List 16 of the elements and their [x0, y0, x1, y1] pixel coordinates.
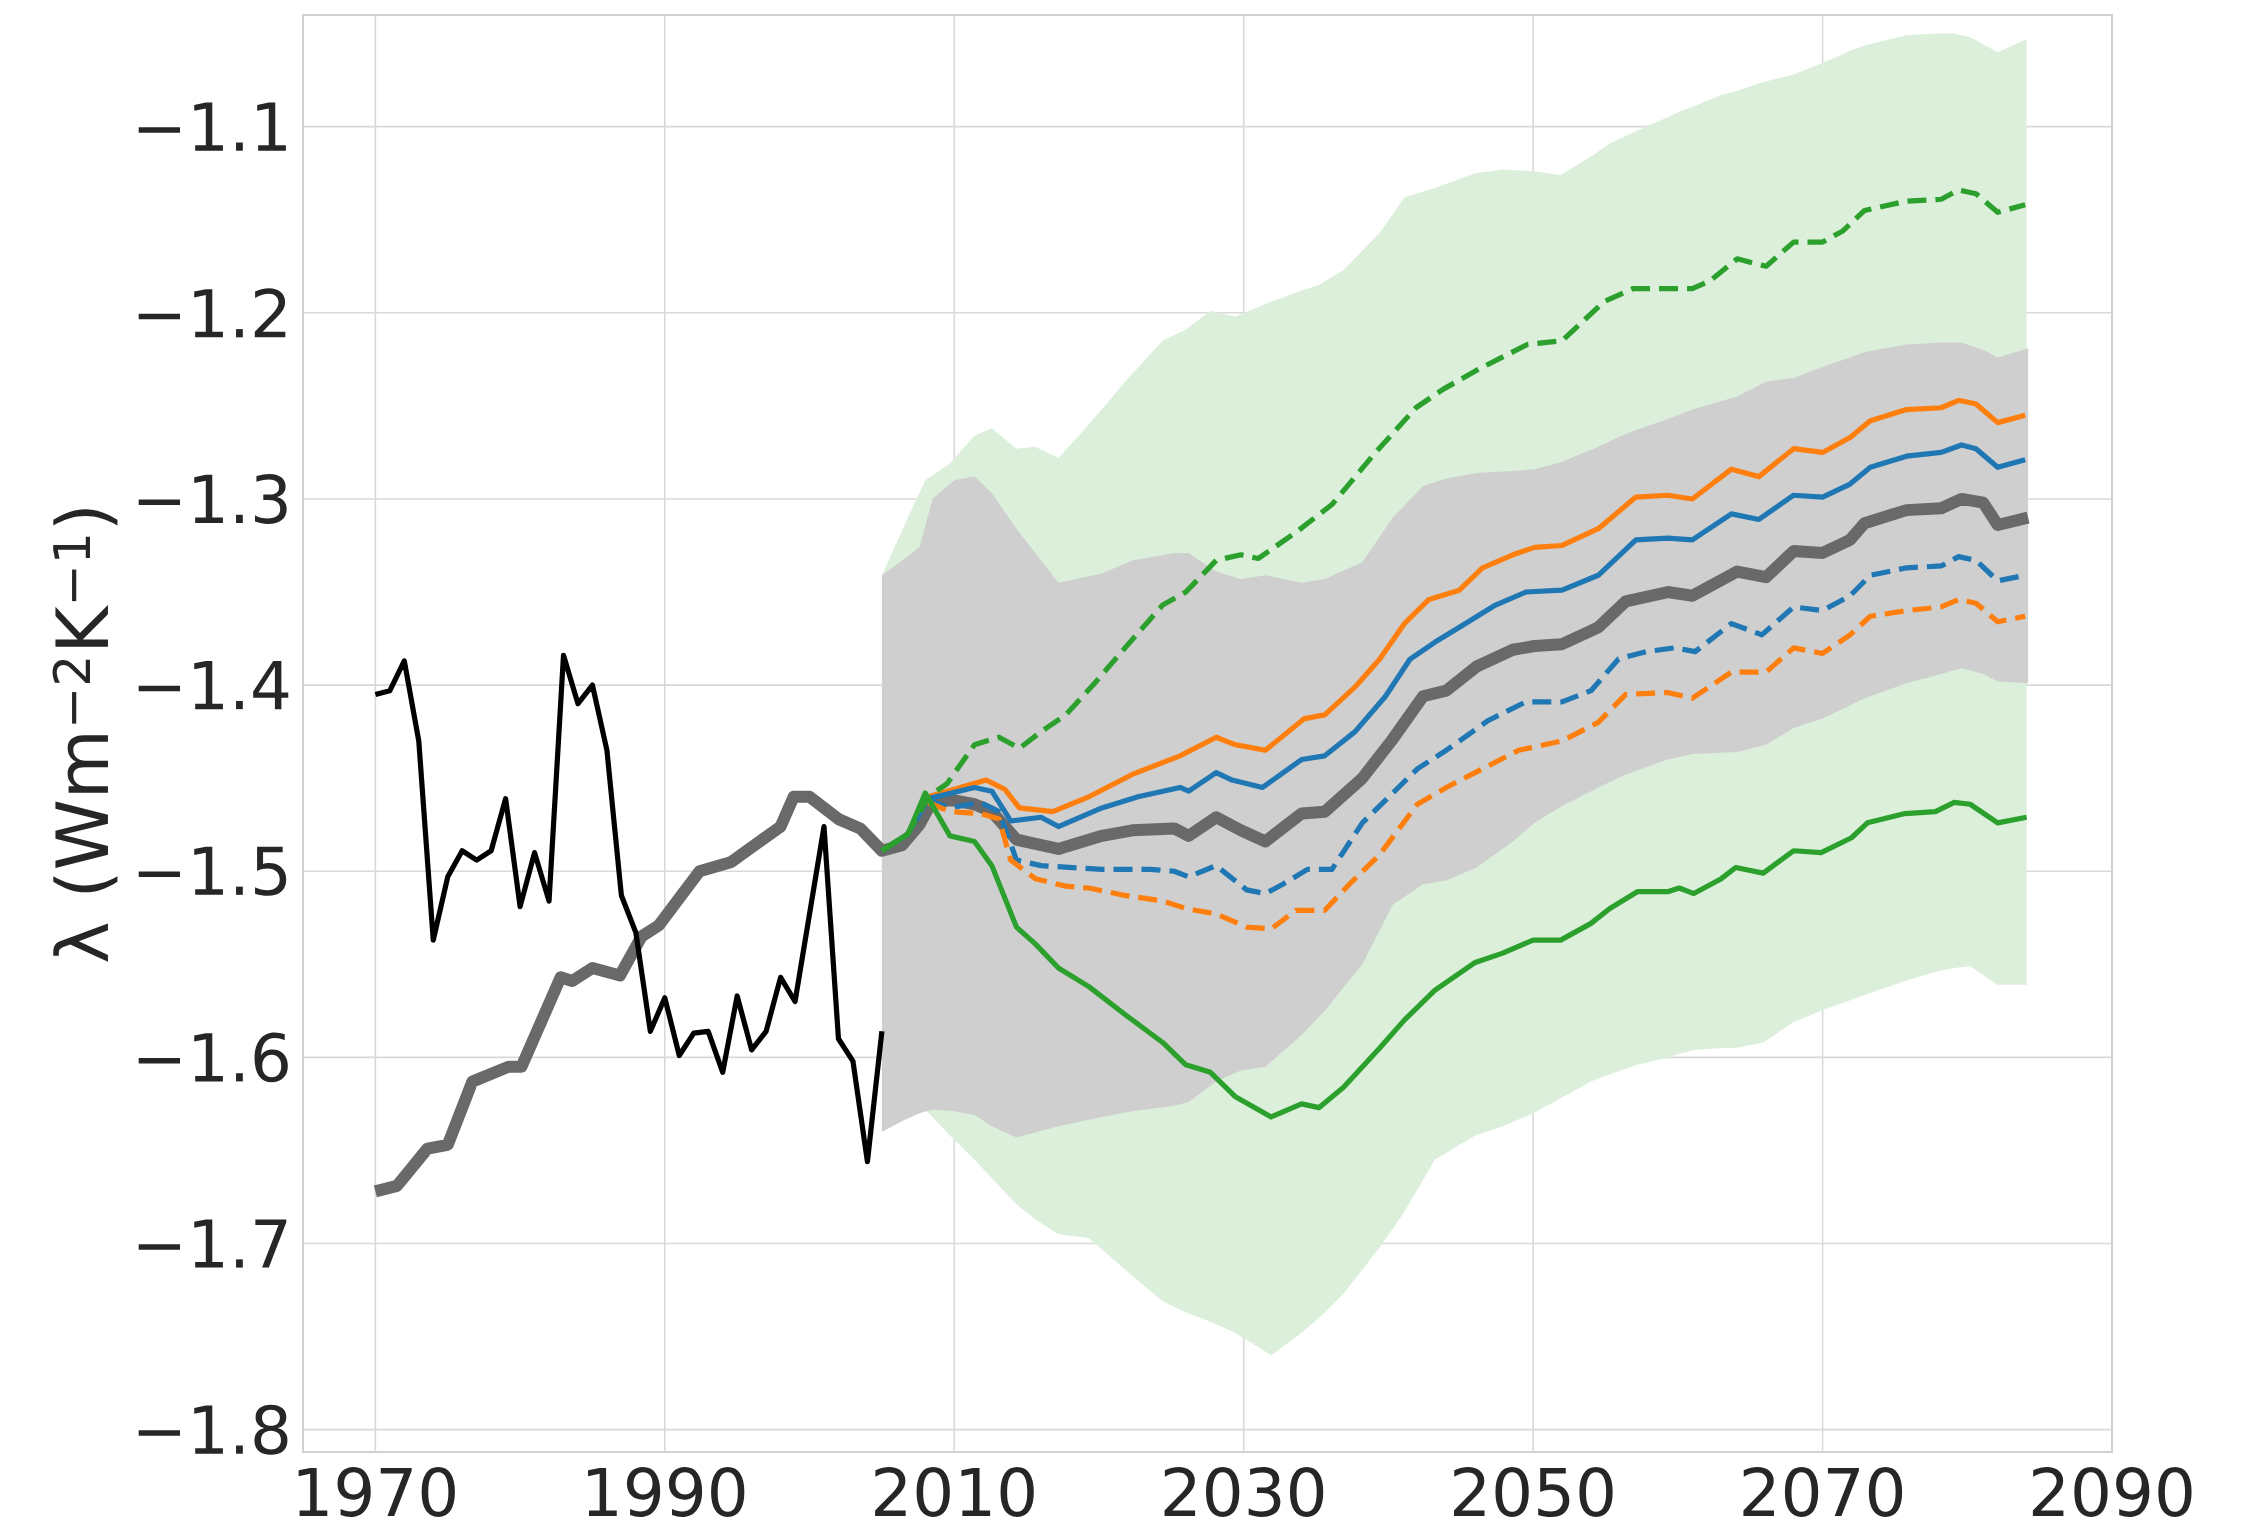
- x-tick-label: 1990: [588, 1467, 745, 1517]
- y-tick-label: −1.2: [138, 288, 286, 338]
- y-tick-label: −1.7: [138, 1219, 287, 1268]
- y-tick-label: −1.8: [138, 1404, 288, 1455]
- x-tick-label: 2050: [1454, 1467, 1613, 1517]
- y-tick-label: −1.4: [138, 661, 289, 710]
- y-tick-label: −1.5: [138, 846, 287, 896]
- x-tick-label: 1970: [298, 1467, 455, 1517]
- y-axis-title: λ (Wm$^{−2}$K$^{−1}$): [52, 509, 118, 962]
- y-tick-label: −1.1: [138, 102, 286, 151]
- x-tick-label: 2090: [2032, 1467, 2192, 1517]
- x-tick-label: 2010: [875, 1467, 1034, 1517]
- y-tick-label: −1.3: [138, 473, 287, 524]
- x-tick-label: 2070: [1743, 1467, 1903, 1517]
- x-tick-label: 2030: [1164, 1467, 1324, 1517]
- y-tick-label: −1.6: [138, 1032, 288, 1083]
